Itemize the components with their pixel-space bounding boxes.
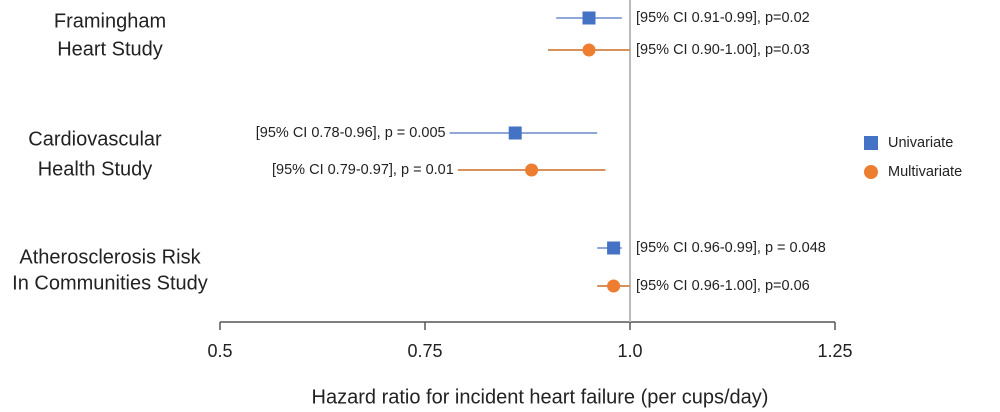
ci-annotation: [95% CI 0.96-0.99], p = 0.048 — [636, 240, 826, 256]
ci-annotation: [95% CI 0.79-0.97], p = 0.01 — [272, 162, 454, 178]
legend-label: Multivariate — [888, 164, 962, 180]
legend-label: Univariate — [888, 135, 953, 151]
point-estimate — [508, 126, 522, 140]
point-estimate — [607, 279, 621, 293]
study-label: Framingham — [54, 10, 166, 32]
ci-annotation: [95% CI 0.96-1.00], p=0.06 — [636, 278, 810, 294]
ci-annotation: [95% CI 0.91-0.99], p=0.02 — [636, 10, 810, 26]
study-label: Health Study — [38, 158, 153, 180]
ci-annotation: [95% CI 0.90-1.00], p=0.03 — [636, 42, 810, 58]
x-axis-label: Hazard ratio for incident heart failure … — [312, 386, 769, 408]
legend-marker — [864, 136, 878, 150]
x-tick-label: 0.5 — [207, 341, 232, 361]
study-label: Heart Study — [57, 38, 163, 60]
x-tick-label: 1.25 — [817, 341, 852, 361]
study-label: Atherosclerosis Risk — [19, 246, 201, 268]
point-estimate — [582, 11, 596, 25]
ci-annotation: [95% CI 0.78-0.96], p = 0.005 — [256, 125, 446, 141]
point-estimate — [582, 43, 596, 57]
legend-marker — [864, 165, 878, 179]
point-estimate — [607, 241, 621, 255]
study-label: Cardiovascular — [28, 128, 162, 150]
x-tick-label: 0.75 — [407, 341, 442, 361]
point-estimate — [525, 163, 539, 177]
study-label: In Communities Study — [12, 272, 208, 294]
x-tick-label: 1.0 — [617, 341, 642, 361]
